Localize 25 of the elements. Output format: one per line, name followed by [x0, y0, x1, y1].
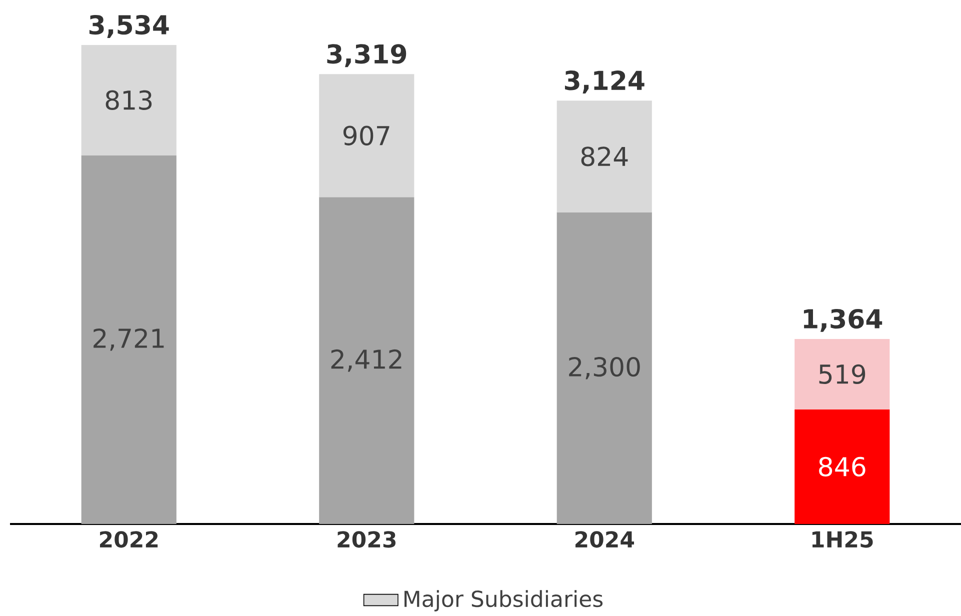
x-tick-label: 2024: [575, 531, 634, 548]
data-label: 2,412: [331, 349, 402, 372]
bar: [556, 212, 652, 524]
total-label: 3,534: [89, 14, 169, 38]
data-label: 2,721: [94, 328, 164, 351]
bar: [81, 155, 176, 524]
data-label: 813: [106, 90, 152, 110]
x-tick-label: 2023: [338, 531, 396, 548]
legend-label: Major Subsidiaries: [404, 590, 603, 612]
data-label: 907: [343, 126, 390, 146]
data-label: 846: [819, 456, 866, 477]
bar: [556, 100, 652, 212]
total-label: 3,319: [327, 44, 406, 68]
total-label: 3,124: [564, 70, 644, 94]
total-label: 1,364: [804, 308, 882, 332]
bar: [319, 197, 414, 524]
x-tick-label: 2022: [100, 531, 158, 548]
data-label: 2,300: [569, 356, 640, 380]
x-tick-label: 1H25: [812, 531, 873, 548]
bar: [794, 409, 890, 524]
data-label: 519: [819, 364, 866, 384]
bar: [81, 45, 176, 156]
bar: [319, 74, 414, 198]
data-label: 824: [581, 146, 628, 166]
bar: [794, 338, 890, 410]
